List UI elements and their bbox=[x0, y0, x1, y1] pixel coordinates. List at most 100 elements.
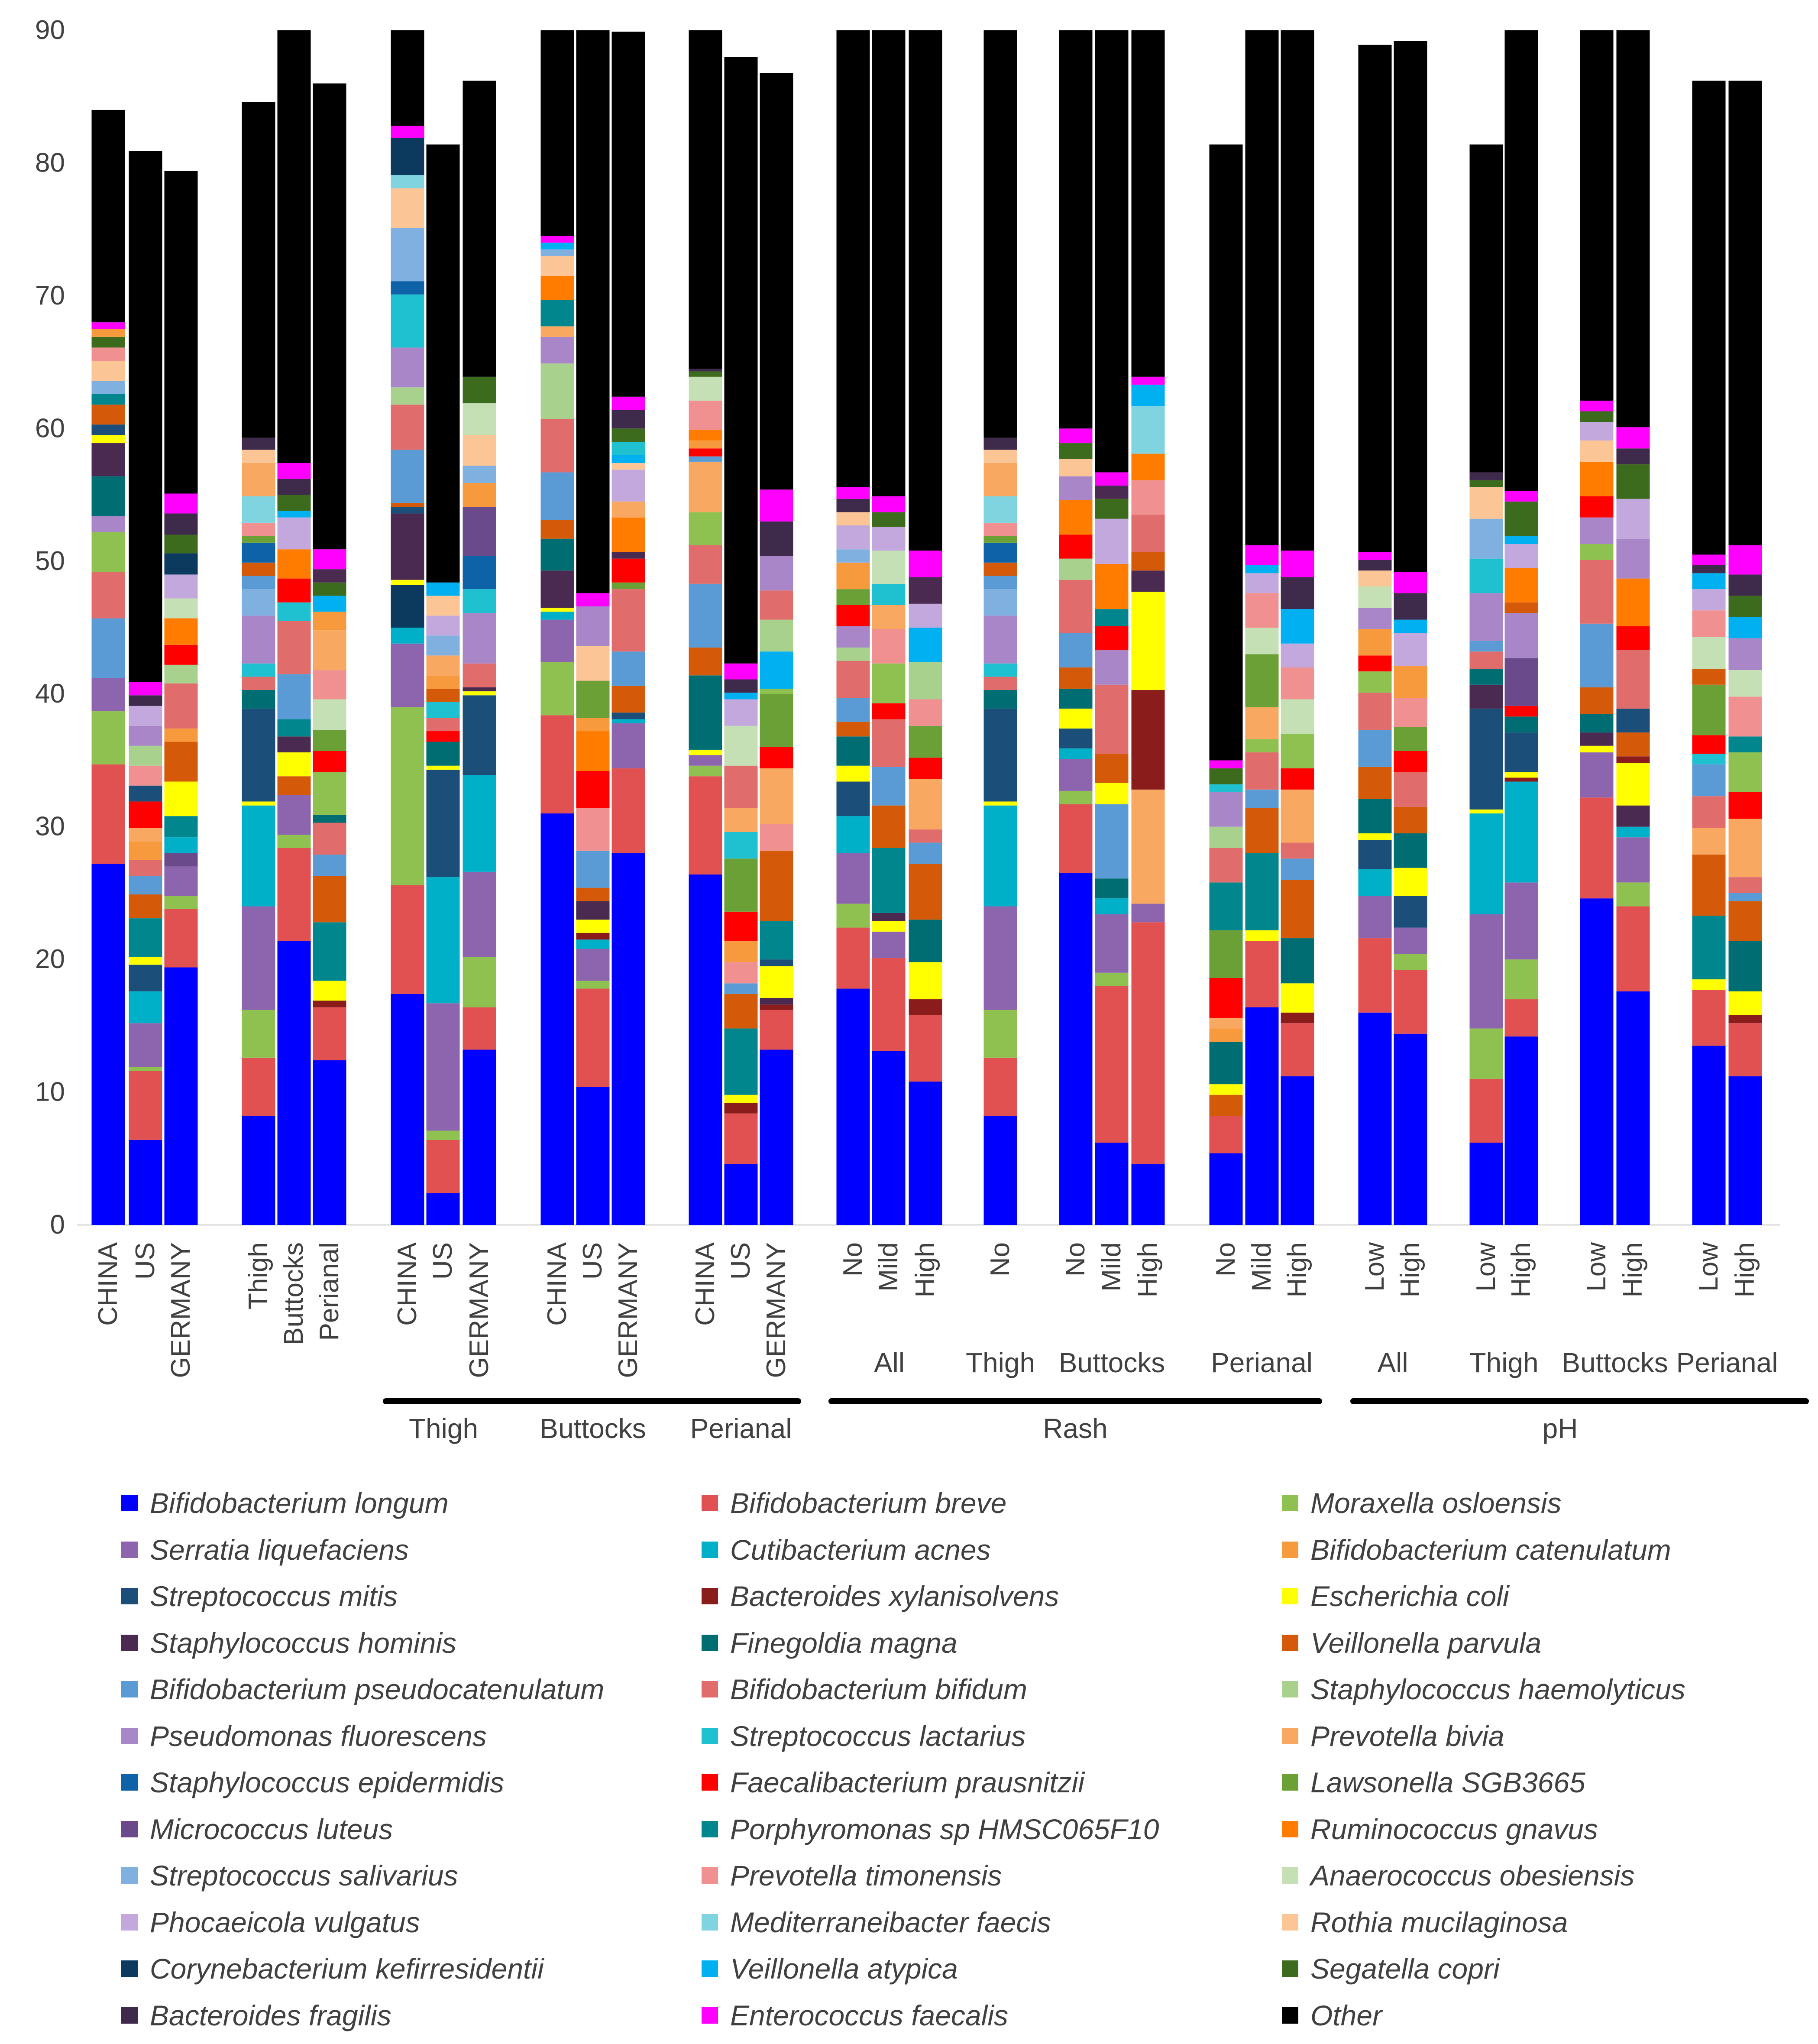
bar-segment bbox=[724, 57, 758, 664]
bar-segment bbox=[1095, 878, 1129, 899]
bar-segment bbox=[540, 419, 574, 473]
bar-segment bbox=[576, 920, 610, 933]
bar-segment bbox=[313, 729, 346, 751]
bar-segment bbox=[836, 722, 870, 737]
bar-segment bbox=[463, 1007, 496, 1050]
legend-item: Pseudomonas fluorescens bbox=[121, 1717, 487, 1756]
bar-segment bbox=[391, 281, 424, 295]
bar-segment bbox=[391, 643, 424, 707]
bar-segment bbox=[611, 582, 645, 590]
bar-segment bbox=[1616, 578, 1650, 626]
legend-swatch bbox=[121, 1960, 138, 1977]
bar-segment bbox=[872, 1051, 906, 1225]
bar-segment bbox=[1358, 570, 1392, 587]
legend-label: Faecalibacterium prausnitzii bbox=[730, 1766, 1085, 1798]
bar-segment bbox=[576, 888, 610, 901]
bar-segment bbox=[91, 618, 125, 678]
bar-segment bbox=[391, 188, 424, 228]
bar-segment bbox=[689, 874, 722, 1225]
bar-segment bbox=[1580, 30, 1614, 401]
y-tick-label: 60 bbox=[35, 413, 65, 443]
bar-segment bbox=[242, 589, 275, 616]
bar-segment bbox=[576, 718, 610, 732]
bar-segment bbox=[1209, 1042, 1243, 1085]
bar-segment bbox=[164, 866, 198, 896]
bar-segment bbox=[724, 663, 758, 680]
bar-segment bbox=[611, 410, 645, 429]
bar-segment bbox=[1281, 1076, 1314, 1225]
bar-segment bbox=[1580, 623, 1614, 687]
bar-label: US bbox=[578, 1242, 608, 1280]
bar-segment bbox=[872, 767, 906, 806]
bar-segment bbox=[242, 805, 275, 907]
bar-segment bbox=[1394, 868, 1427, 896]
bar-stack bbox=[391, 30, 424, 1225]
bar-segment bbox=[1580, 687, 1614, 714]
bar-segment bbox=[909, 1082, 942, 1225]
bar-segment bbox=[1728, 752, 1762, 792]
bar-segment bbox=[983, 677, 1017, 690]
bar-segment bbox=[277, 578, 311, 603]
bar-segment bbox=[872, 512, 906, 527]
bar-segment bbox=[689, 583, 722, 648]
bar-segment bbox=[836, 647, 870, 661]
bar-segment bbox=[164, 909, 198, 968]
bar-segment bbox=[391, 387, 424, 405]
bar-segment bbox=[463, 466, 496, 483]
legend-item: Cutibacterium acnes bbox=[702, 1530, 991, 1569]
bars bbox=[91, 30, 1762, 1225]
legend-item: Rothia mucilaginosa bbox=[1282, 1903, 1568, 1942]
bar-label: High bbox=[1133, 1242, 1163, 1298]
bar-label: GERMANY bbox=[613, 1242, 643, 1378]
bar-stack bbox=[1692, 81, 1726, 1225]
bar-label: High bbox=[1618, 1242, 1648, 1298]
bar-segment bbox=[1692, 735, 1726, 754]
bar-segment bbox=[164, 853, 198, 867]
bar-segment bbox=[91, 381, 125, 394]
bar-segment bbox=[1245, 941, 1279, 1007]
bar-segment bbox=[540, 243, 574, 249]
bar-segment bbox=[540, 326, 574, 337]
legend-label: Bacteroides xylanisolvens bbox=[730, 1580, 1059, 1612]
bar-stack bbox=[164, 171, 198, 1225]
bar-segment bbox=[540, 715, 574, 814]
bar-segment bbox=[426, 144, 460, 583]
bar-segment bbox=[1692, 796, 1726, 828]
legend-label: Bifidobacterium catenulatum bbox=[1310, 1533, 1671, 1566]
bar-segment bbox=[689, 400, 722, 430]
bar-segment bbox=[426, 765, 460, 770]
bar-segment bbox=[1580, 517, 1614, 544]
bar-segment bbox=[983, 663, 1017, 677]
bar-segment bbox=[1358, 586, 1392, 608]
bar-segment bbox=[277, 30, 311, 463]
legend-label: Porphyromonas sp HMSC065F10 bbox=[730, 1813, 1159, 1845]
bar-segment bbox=[1281, 858, 1314, 880]
group-label: Perianal bbox=[1211, 1347, 1313, 1378]
bar-segment bbox=[1358, 608, 1392, 629]
bar-segment bbox=[576, 593, 610, 606]
bar-segment bbox=[1469, 593, 1503, 641]
group-label: Thigh bbox=[966, 1347, 1035, 1378]
legend-label: Veillonella atypica bbox=[730, 1953, 958, 1985]
bar-segment bbox=[540, 249, 574, 256]
bar-segment bbox=[164, 171, 198, 494]
bar-label: High bbox=[1282, 1242, 1312, 1298]
bar-segment bbox=[129, 765, 162, 786]
bar-segment bbox=[836, 605, 870, 626]
bar-segment bbox=[1394, 698, 1427, 727]
bar-segment bbox=[391, 885, 424, 994]
bar-segment bbox=[872, 719, 906, 767]
bar-segment bbox=[836, 904, 870, 928]
bar-segment bbox=[1245, 808, 1279, 853]
bar-segment bbox=[836, 549, 870, 563]
bar-segment bbox=[426, 877, 460, 1004]
bar-segment bbox=[1209, 768, 1243, 784]
bar-stack bbox=[1394, 41, 1427, 1225]
bar-segment bbox=[540, 300, 574, 327]
bar-segment bbox=[1616, 626, 1650, 651]
bar-segment bbox=[872, 629, 906, 664]
legend-swatch bbox=[702, 1634, 718, 1651]
bar-segment bbox=[760, 590, 793, 620]
bar-segment bbox=[909, 699, 942, 726]
bar-segment bbox=[689, 647, 722, 676]
